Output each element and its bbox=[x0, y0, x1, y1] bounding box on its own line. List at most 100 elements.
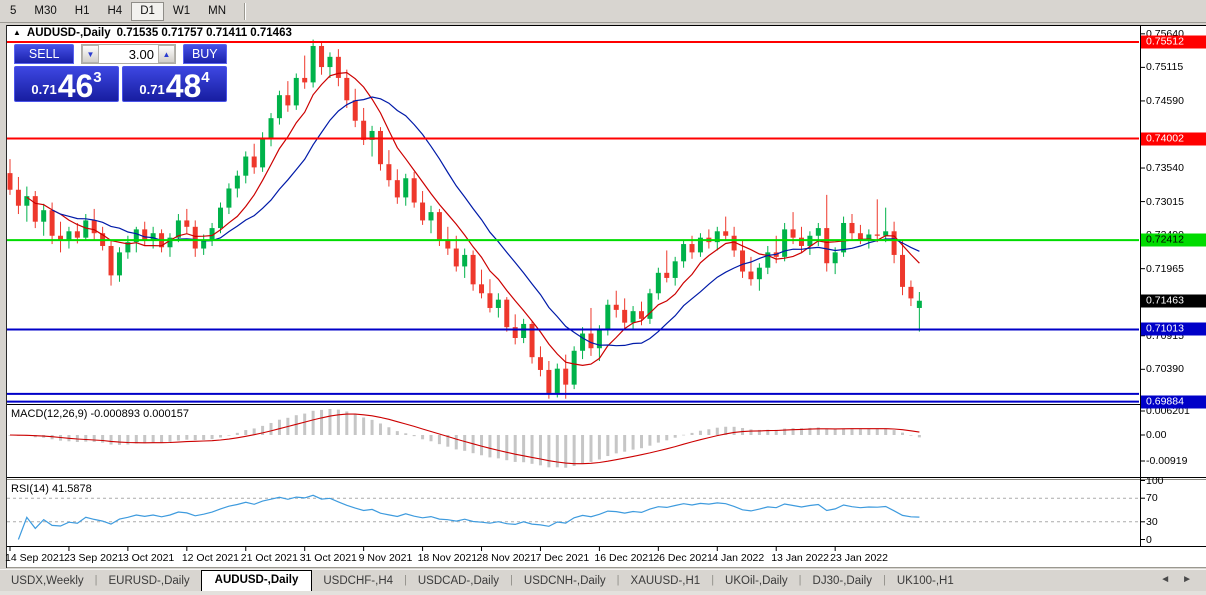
chart-tab-audusd-daily[interactable]: AUDUSD-,Daily bbox=[200, 570, 313, 591]
macd-histogram-bar bbox=[92, 435, 96, 442]
candle-body bbox=[462, 254, 468, 267]
timeframe-button-5[interactable]: 5 bbox=[10, 4, 17, 17]
macd-histogram-bar bbox=[833, 429, 837, 435]
candle-body bbox=[226, 188, 232, 208]
candle-body bbox=[142, 229, 148, 241]
candle-body bbox=[689, 244, 695, 253]
tab-scroll-left-icon[interactable]: ◄ bbox=[1160, 574, 1171, 585]
timeframe-button-h4[interactable]: H4 bbox=[107, 4, 123, 17]
candle-body bbox=[622, 309, 628, 323]
macd-histogram-bar bbox=[884, 428, 888, 435]
chart-tab-usdcnh-daily[interactable]: USDCNH-,Daily bbox=[523, 575, 606, 587]
candle-body bbox=[201, 239, 207, 249]
macd-histogram-bar bbox=[555, 435, 559, 468]
candle-body bbox=[285, 95, 291, 106]
chart-tab-usdchf-h4[interactable]: USDCHF-,H4 bbox=[323, 575, 394, 587]
chart-tab-dj30-daily[interactable]: DJ30-,Daily bbox=[812, 575, 872, 587]
macd-histogram-bar bbox=[488, 435, 492, 458]
sell-price-sup: 3 bbox=[93, 69, 102, 86]
macd-histogram-bar bbox=[202, 435, 206, 440]
candle-body bbox=[209, 228, 215, 240]
macd-histogram-bar bbox=[623, 435, 627, 452]
candle-body bbox=[664, 272, 670, 278]
candle-body bbox=[192, 226, 198, 249]
candle-body bbox=[731, 235, 737, 251]
candle-body bbox=[521, 323, 527, 338]
candle-body bbox=[310, 45, 316, 83]
candle-body bbox=[7, 173, 13, 190]
macd-histogram-bar bbox=[160, 435, 164, 443]
macd-histogram-bar bbox=[168, 435, 172, 442]
sell-button[interactable]: SELL bbox=[14, 44, 75, 64]
candle-body bbox=[512, 327, 518, 338]
candle-body bbox=[824, 228, 830, 264]
candle-body bbox=[580, 333, 586, 351]
macd-histogram-bar bbox=[842, 428, 846, 435]
candle-body bbox=[639, 311, 644, 319]
timeframe-button-mn[interactable]: MN bbox=[208, 4, 227, 17]
sell-price-box[interactable]: 0.71 46 3 bbox=[14, 66, 119, 102]
macd-histogram-bar bbox=[816, 427, 820, 435]
macd-histogram-bar bbox=[395, 431, 399, 435]
macd-histogram-bar bbox=[867, 428, 871, 435]
candle-body bbox=[630, 311, 636, 323]
timeframe-button-d1[interactable]: D1 bbox=[131, 1, 164, 21]
chart-tab-xauusd-h1[interactable]: XAUUSD-,H1 bbox=[630, 575, 701, 587]
macd-histogram-bar bbox=[656, 435, 660, 443]
candle-body bbox=[487, 293, 493, 308]
macd-histogram-bar bbox=[151, 435, 155, 443]
candle-body bbox=[133, 229, 139, 243]
timeframe-button-m30[interactable]: M30 bbox=[34, 4, 57, 17]
chart-tab-usdx-weekly[interactable]: USDX,Weekly bbox=[11, 575, 84, 587]
macd-histogram-bar bbox=[631, 435, 635, 450]
buy-price-box[interactable]: 0.71 48 4 bbox=[122, 66, 227, 102]
chart-tab-usdcad-daily[interactable]: USDCAD-,Daily bbox=[417, 575, 500, 587]
volume-increase-button[interactable]: ▲ bbox=[158, 45, 175, 63]
candle-body bbox=[41, 210, 47, 222]
candle-body bbox=[58, 235, 64, 240]
candle-body bbox=[445, 240, 451, 249]
candle-body bbox=[723, 231, 729, 236]
macd-histogram-bar bbox=[682, 434, 686, 436]
chart-background bbox=[6, 25, 1206, 567]
candle-body bbox=[49, 210, 55, 236]
chart-tab-eurusd-daily[interactable]: EURUSD-,Daily bbox=[108, 575, 190, 587]
macd-histogram-bar bbox=[143, 435, 147, 444]
macd-histogram-bar bbox=[892, 430, 896, 435]
chart-tab-uk100-h1[interactable]: UK100-,H1 bbox=[896, 575, 954, 587]
candle-body bbox=[403, 178, 409, 198]
candle-body bbox=[900, 254, 906, 287]
candle-body bbox=[386, 164, 392, 181]
candle-body bbox=[83, 220, 89, 238]
candle-body bbox=[740, 250, 746, 272]
candle-body bbox=[841, 222, 847, 253]
volume-input[interactable] bbox=[99, 45, 158, 63]
macd-histogram-bar bbox=[269, 422, 273, 435]
macd-histogram-bar bbox=[277, 419, 281, 435]
timeframe-button-w1[interactable]: W1 bbox=[172, 4, 191, 17]
candle-body bbox=[479, 284, 485, 294]
macd-histogram-bar bbox=[673, 435, 677, 438]
tab-separator: | bbox=[616, 574, 620, 586]
candle-body bbox=[74, 231, 80, 238]
macd-histogram-bar bbox=[235, 432, 239, 435]
macd-histogram-bar bbox=[463, 435, 467, 451]
macd-histogram-bar bbox=[320, 409, 324, 435]
macd-histogram-bar bbox=[774, 429, 778, 435]
candle-body bbox=[335, 56, 341, 78]
timeframe-button-h1[interactable]: H1 bbox=[74, 4, 90, 17]
macd-histogram-bar bbox=[850, 428, 854, 435]
candle-body bbox=[883, 231, 889, 236]
buy-price-big: 48 bbox=[165, 67, 202, 104]
candle-body bbox=[832, 252, 838, 264]
volume-decrease-button[interactable]: ▼ bbox=[82, 45, 99, 63]
chart-tab-ukoil-daily[interactable]: UKOil-,Daily bbox=[725, 575, 788, 587]
buy-button[interactable]: BUY bbox=[182, 44, 227, 64]
macd-histogram-bar bbox=[698, 430, 702, 435]
tab-scroll-right-icon[interactable]: ► bbox=[1182, 574, 1192, 585]
macd-histogram-bar bbox=[193, 435, 197, 441]
macd-histogram-bar bbox=[454, 435, 458, 450]
one-click-trading-panel: SELL ▼ ▲ BUY 0.71 46 3 0.71 48 4 bbox=[14, 44, 227, 102]
candle-body bbox=[184, 220, 190, 227]
